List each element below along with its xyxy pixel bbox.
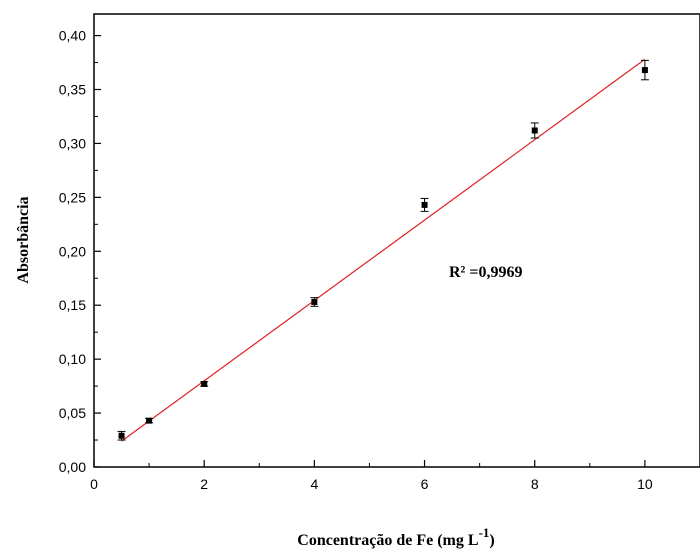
regression-line-group: [121, 58, 646, 442]
data-point: [420, 197, 429, 212]
y-axis-title: Absorbância: [15, 196, 32, 283]
square-marker: [641, 67, 648, 74]
x-tick-label: 8: [531, 476, 539, 492]
x-tick-label: 4: [310, 476, 318, 492]
y-tick-label: 0,05: [59, 405, 86, 421]
y-tick-label: 0,30: [59, 135, 86, 151]
data-point: [117, 430, 126, 441]
data-point: [310, 297, 319, 307]
data-point: [640, 59, 649, 81]
y-tick-label: 0,10: [59, 351, 86, 367]
y-tick-label: 0,00: [59, 459, 86, 475]
plot-area-frame: [93, 13, 700, 468]
x-tick-label: 0: [90, 476, 98, 492]
y-tick-label: 0,40: [59, 28, 86, 44]
square-marker: [531, 127, 538, 134]
y-tick-label: 0,35: [59, 82, 86, 98]
data-points-group: [117, 59, 649, 441]
x-axis-title: Concentração de Fe (mg L-1): [297, 525, 494, 549]
x-tick-label: 6: [421, 476, 429, 492]
y-tick-label: 0,15: [59, 297, 86, 313]
data-point: [530, 122, 539, 139]
data-point: [145, 417, 154, 424]
x-axis-title-suffix: ): [489, 532, 494, 549]
y-tick-label: 0,25: [59, 189, 86, 205]
regression-line: [121, 58, 646, 442]
x-axis-ticks: 0 2 4 6 8 10: [90, 460, 653, 492]
square-marker: [201, 380, 208, 387]
y-tick-label: 0,20: [59, 243, 86, 259]
square-marker: [118, 432, 125, 439]
x-tick-label: 2: [200, 476, 208, 492]
square-marker: [421, 201, 428, 208]
r-squared-annotation: R² =0,9969: [449, 264, 522, 281]
x-axis-title-main: Concentração de Fe (mg L: [297, 532, 478, 549]
square-marker: [311, 298, 318, 305]
square-marker: [146, 417, 153, 424]
y-axis-ticks: 0,00 0,05 0,10 0,15 0,20 0,25 0,30 0,35 0,40: [59, 28, 101, 475]
x-axis-title-superscript: -1: [479, 525, 490, 540]
data-point: [200, 380, 209, 387]
x-tick-label: 10: [637, 476, 653, 492]
